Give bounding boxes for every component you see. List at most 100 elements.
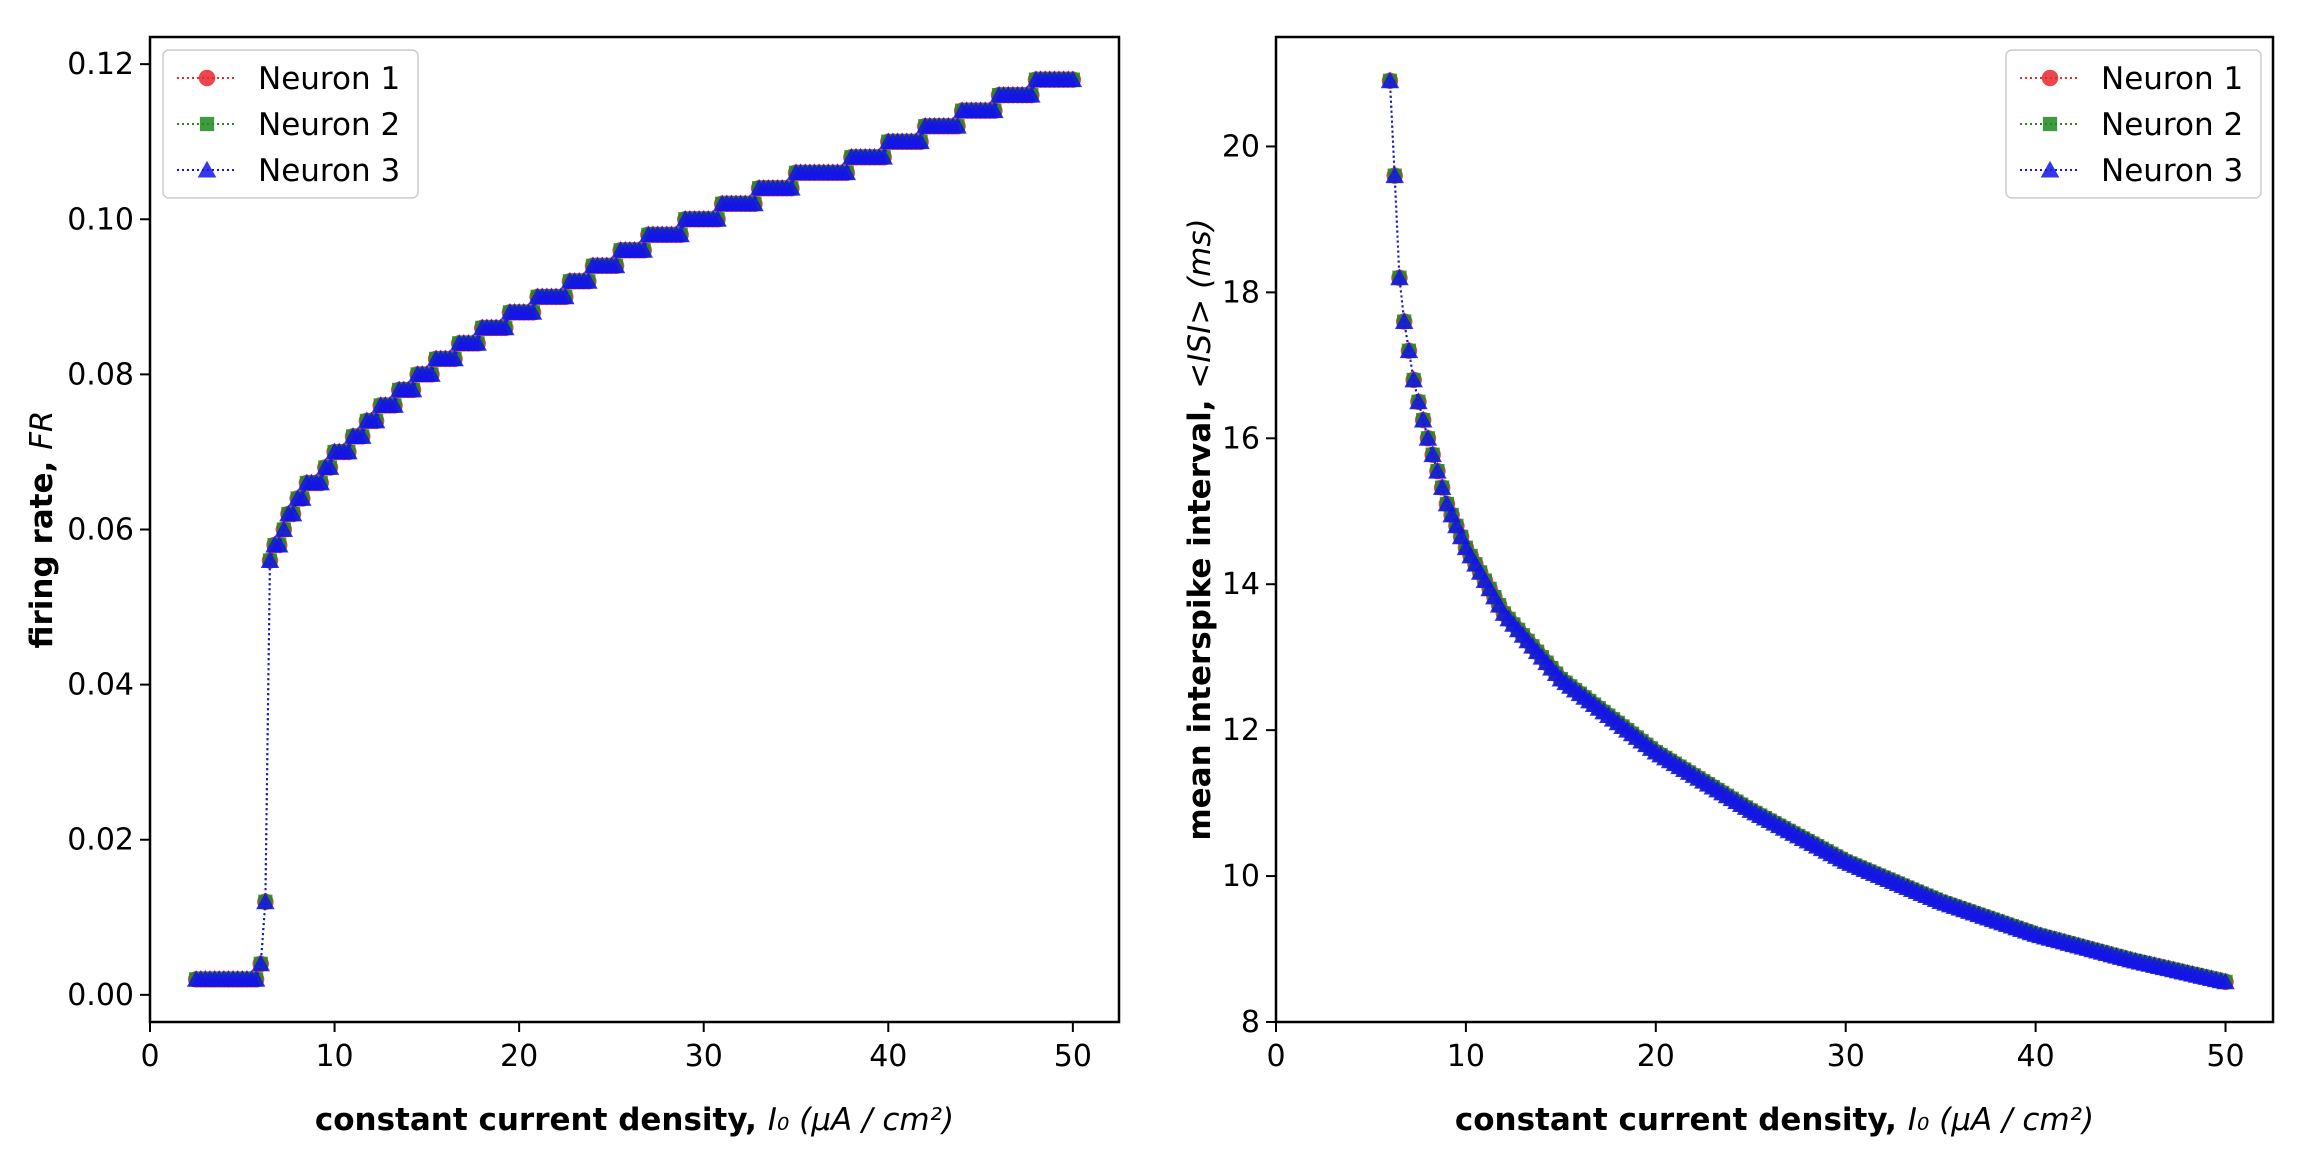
data-point <box>246 970 266 987</box>
data-point <box>1432 478 1452 495</box>
data-point <box>523 303 543 320</box>
y-tick-label: 0.00 <box>67 978 134 1013</box>
x-tick-label: 30 <box>1827 1039 1865 1074</box>
data-point <box>256 892 275 910</box>
legend-entry: Neuron 3 <box>258 153 400 189</box>
x-tick-label: 20 <box>500 1039 538 1074</box>
data-point <box>352 427 372 444</box>
data-point <box>260 551 280 568</box>
data-point <box>468 334 487 351</box>
data-point <box>579 272 598 289</box>
y-tick-label: 16 <box>1222 421 1260 456</box>
x-tick-label: 0 <box>140 1039 159 1074</box>
data-point <box>782 178 801 196</box>
legend-entry: Neuron 1 <box>258 61 400 97</box>
y-tick-label: 20 <box>1222 129 1260 164</box>
legend-entry: Neuron 3 <box>2101 153 2243 189</box>
data-point <box>1390 268 1409 286</box>
data-point <box>422 365 441 382</box>
legend-marker <box>2042 116 2058 132</box>
data-point <box>745 194 764 212</box>
legend: Neuron 1 Neuron 2 Neuron 3 <box>162 49 419 199</box>
y-axis-label: firing rate, FR <box>24 411 60 649</box>
legend-entry: Neuron 1 <box>2101 61 2243 97</box>
x-tick-label: 50 <box>1054 1039 1092 1074</box>
data-point <box>339 442 358 460</box>
y-tick-label: 0.02 <box>67 823 134 858</box>
series-line <box>196 78 1073 981</box>
series-neuron-2 <box>189 72 1080 987</box>
data-point <box>2216 972 2235 990</box>
y-tick-label: 8 <box>1241 1005 1260 1040</box>
data-point <box>948 116 967 134</box>
data-point <box>496 318 515 336</box>
y-tick-label: 0.10 <box>67 202 134 237</box>
y-tick-label: 10 <box>1222 859 1260 894</box>
data-point <box>403 380 423 398</box>
series-neuron-1 <box>187 71 1082 988</box>
x-tick-label: 50 <box>2206 1039 2244 1074</box>
x-tick-label: 40 <box>869 1039 907 1074</box>
data-point <box>837 163 857 181</box>
legend-entry: Neuron 2 <box>2101 107 2243 143</box>
data-point <box>1063 70 1083 88</box>
data-point <box>911 132 930 150</box>
isi-panel: 0 10 20 30 40 50 8 10 12 14 16 18 20 constant current… <box>1182 35 2275 1138</box>
data-point <box>1418 428 1438 446</box>
series-neuron-1 <box>1381 72 2234 991</box>
y-tick-label: 0.08 <box>67 357 134 392</box>
x-tick-label: 0 <box>1266 1039 1285 1074</box>
legend-marker <box>198 69 216 87</box>
data-point <box>274 520 294 537</box>
x-axis-label: constant current density, I₀ (μA / cm²) <box>1455 1102 2094 1138</box>
plot-area <box>1380 71 2235 991</box>
data-point <box>1404 370 1423 388</box>
x-tick-label: 40 <box>2017 1039 2055 1074</box>
series-line <box>196 78 1073 981</box>
data-point <box>385 396 404 413</box>
data-point <box>606 256 626 274</box>
x-tick-label: 10 <box>1447 1039 1485 1074</box>
plot-area <box>186 70 1083 988</box>
legend-entry: Neuron 2 <box>258 107 400 143</box>
x-tick-label: 20 <box>1637 1039 1675 1074</box>
data-point <box>251 954 271 972</box>
data-point <box>311 473 331 491</box>
series-line <box>196 78 1073 981</box>
data-point <box>874 147 893 165</box>
series-neuron-3 <box>1380 71 2235 990</box>
data-point <box>985 101 1004 119</box>
data-point <box>292 489 312 506</box>
y-tick-label: 0.12 <box>67 47 134 82</box>
data-point <box>1428 461 1447 479</box>
legend-box <box>162 49 419 199</box>
data-point <box>269 535 289 553</box>
data-point <box>1385 166 1404 184</box>
y-tick-label: 12 <box>1222 713 1260 748</box>
axes-frame <box>1274 35 2275 1024</box>
data-point <box>708 209 727 227</box>
data-point <box>283 504 303 522</box>
data-point <box>1423 445 1442 463</box>
data-point <box>555 287 575 305</box>
data-point <box>671 225 690 243</box>
legend-marker <box>197 160 217 178</box>
data-point <box>1409 392 1428 410</box>
data-point <box>1380 71 1400 89</box>
legend-marker <box>199 116 215 132</box>
y-axis-label: mean interspike interval, <ISI> (ms) <box>1182 218 1218 840</box>
y-tick-label: 14 <box>1222 567 1260 602</box>
data-point <box>320 458 340 475</box>
series-neuron-2 <box>1382 73 2233 989</box>
data-point <box>1413 410 1433 428</box>
data-point <box>1394 312 1414 329</box>
data-point <box>634 240 654 258</box>
legend: Neuron 1 Neuron 2 Neuron 3 <box>2005 49 2262 199</box>
y-tick-label: 0.06 <box>67 513 134 548</box>
x-tick-label: 30 <box>685 1039 723 1074</box>
legend-box <box>2005 49 2262 199</box>
series-neuron-3 <box>186 70 1083 987</box>
data-point <box>1399 341 1419 359</box>
x-axis-label: constant current density, I₀ (μA / cm²) <box>315 1102 954 1138</box>
